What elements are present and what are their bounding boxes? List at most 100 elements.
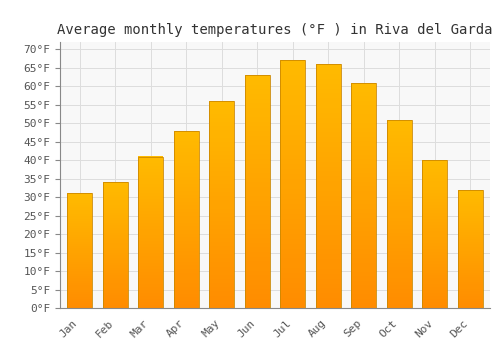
Bar: [174, 180, 199, 184]
Bar: [174, 195, 199, 198]
Bar: [174, 155, 199, 159]
Bar: [245, 98, 270, 103]
Bar: [138, 262, 163, 266]
Bar: [280, 61, 305, 308]
Bar: [210, 233, 234, 238]
Bar: [138, 211, 163, 214]
Bar: [458, 287, 483, 289]
Bar: [422, 296, 448, 299]
Bar: [458, 244, 483, 246]
Bar: [67, 296, 92, 299]
Bar: [280, 149, 305, 155]
Bar: [102, 225, 128, 228]
Bar: [138, 238, 163, 242]
Bar: [174, 134, 199, 138]
Bar: [422, 187, 448, 190]
Bar: [245, 89, 270, 94]
Bar: [422, 216, 448, 219]
Bar: [102, 288, 128, 290]
Bar: [458, 195, 483, 197]
Bar: [138, 305, 163, 308]
Bar: [280, 278, 305, 283]
Bar: [245, 252, 270, 257]
Bar: [280, 135, 305, 140]
Bar: [352, 83, 376, 308]
Bar: [316, 274, 340, 279]
Bar: [138, 205, 163, 208]
Bar: [67, 212, 92, 214]
Bar: [210, 180, 234, 184]
Bar: [352, 110, 376, 114]
Bar: [210, 229, 234, 233]
Bar: [102, 240, 128, 243]
Bar: [387, 199, 412, 203]
Bar: [67, 219, 92, 221]
Bar: [458, 249, 483, 251]
Bar: [245, 201, 270, 205]
Bar: [352, 186, 376, 191]
Bar: [280, 174, 305, 179]
Bar: [174, 141, 199, 145]
Bar: [280, 194, 305, 199]
Bar: [280, 85, 305, 90]
Bar: [67, 234, 92, 237]
Bar: [67, 214, 92, 216]
Bar: [458, 232, 483, 235]
Bar: [387, 146, 412, 150]
Bar: [316, 215, 340, 220]
Bar: [458, 273, 483, 275]
Bar: [102, 280, 128, 283]
Bar: [422, 264, 448, 267]
Bar: [210, 254, 234, 258]
Bar: [422, 290, 448, 293]
Bar: [138, 220, 163, 223]
Bar: [67, 287, 92, 290]
Bar: [387, 161, 412, 165]
Bar: [67, 280, 92, 283]
Bar: [280, 244, 305, 248]
Bar: [352, 101, 376, 105]
Bar: [316, 259, 340, 264]
Bar: [422, 184, 448, 187]
Bar: [316, 225, 340, 230]
Bar: [102, 197, 128, 200]
Bar: [422, 222, 448, 225]
Bar: [316, 298, 340, 303]
Bar: [138, 272, 163, 275]
Bar: [458, 190, 483, 192]
Bar: [422, 261, 448, 264]
Bar: [316, 264, 340, 269]
Bar: [102, 298, 128, 300]
Bar: [458, 270, 483, 273]
Bar: [245, 215, 270, 219]
Bar: [210, 172, 234, 176]
Bar: [280, 209, 305, 214]
Bar: [422, 231, 448, 234]
Bar: [210, 113, 234, 118]
Bar: [102, 295, 128, 298]
Bar: [174, 280, 199, 283]
Bar: [245, 266, 270, 271]
Bar: [245, 112, 270, 117]
Bar: [138, 202, 163, 205]
Bar: [422, 178, 448, 181]
Bar: [174, 273, 199, 276]
Bar: [458, 254, 483, 256]
Bar: [174, 244, 199, 248]
Bar: [102, 260, 128, 263]
Bar: [458, 292, 483, 294]
Bar: [458, 204, 483, 206]
Bar: [316, 167, 340, 172]
Bar: [210, 196, 234, 201]
Bar: [67, 196, 92, 198]
Bar: [458, 275, 483, 277]
Bar: [316, 186, 340, 191]
Bar: [138, 193, 163, 196]
Bar: [316, 118, 340, 123]
Bar: [280, 61, 305, 65]
Bar: [67, 203, 92, 205]
Bar: [138, 278, 163, 281]
Bar: [387, 289, 412, 293]
Bar: [458, 306, 483, 308]
Bar: [387, 304, 412, 308]
